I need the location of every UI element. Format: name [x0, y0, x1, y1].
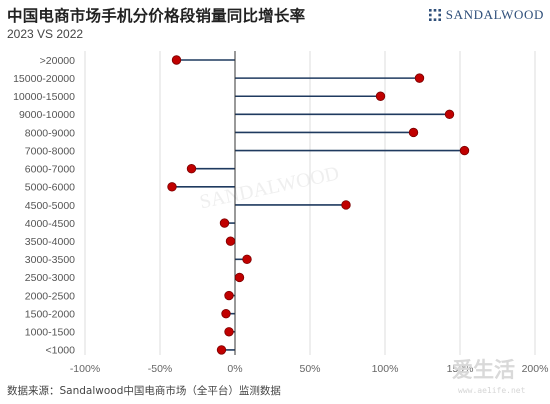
y-category-label: 4000-4500 [25, 218, 75, 230]
y-category-label: 9000-10000 [19, 109, 75, 121]
source-note: 数据来源：Sandalwood中国电商市场（全平台）监测数据 [7, 385, 281, 397]
y-category-label: 1500-2000 [25, 308, 75, 320]
y-category-label: 7000-8000 [25, 145, 75, 157]
y-category-label: 5000-6000 [25, 182, 75, 194]
data-point [375, 91, 386, 101]
x-tick-label: 100% [372, 363, 399, 375]
y-category-label: 2000-2500 [25, 290, 75, 302]
x-tick-label: 150% [447, 363, 474, 375]
y-category-label: >20000 [40, 55, 75, 67]
watermark-url: www.ae1ife.net [458, 386, 526, 395]
y-category-label: 4500-5000 [25, 200, 75, 212]
x-tick-label: 50% [299, 363, 320, 375]
data-point [224, 290, 234, 301]
brand-logo: SANDALWOOD [428, 7, 544, 23]
corner-watermark: 爱生活 www.ae1ife.net [452, 352, 544, 402]
data-point [171, 55, 182, 65]
dots [167, 55, 470, 355]
y-category-label: 3500-4000 [25, 236, 75, 248]
y-category-label: 1000-1500 [25, 327, 75, 339]
data-point [224, 327, 234, 337]
data-point [167, 182, 177, 192]
data-point [234, 272, 245, 283]
data-point [186, 164, 197, 174]
data-point [459, 145, 470, 156]
y-axis-labels: >20000 15000-20000 10000-15000 9000-10000 80… [13, 55, 75, 357]
y-category-label: 10000-15000 [13, 91, 75, 103]
y-category-label: 3000-3500 [25, 254, 75, 266]
data-point [444, 109, 455, 120]
grid-lines [84, 51, 536, 355]
brand-name: SANDALWOOD [445, 7, 544, 22]
y-category-label: 15000-20000 [13, 73, 75, 85]
data-point [414, 73, 425, 83]
data-point [242, 254, 252, 265]
data-point [408, 127, 419, 138]
data-point [225, 236, 236, 246]
y-category-label: 8000-9000 [25, 127, 75, 139]
watermark-text: 爱生活 [452, 358, 515, 382]
chart-title: 中国电商市场手机分价格段销量同比增长率 [7, 7, 306, 25]
y-category-label: 2500-3000 [25, 272, 75, 284]
data-point [221, 308, 231, 319]
y-category-label: 6000-7000 [25, 164, 75, 176]
x-tick-label: -50% [148, 363, 173, 375]
x-tick-label: 200% [522, 363, 549, 375]
x-axis-labels: -100% -50% 0% 50% 100% 150% 200% [70, 363, 549, 375]
data-point [341, 200, 351, 210]
stems [172, 59, 465, 351]
x-tick-label: 0% [227, 363, 242, 375]
x-tick-label: -100% [70, 363, 100, 375]
brand-mark-icon [428, 9, 441, 21]
y-category-label: <1000 [46, 345, 76, 357]
data-point [216, 345, 227, 355]
chart-subtitle: 2023 VS 2022 [7, 27, 84, 41]
data-point [219, 218, 230, 228]
